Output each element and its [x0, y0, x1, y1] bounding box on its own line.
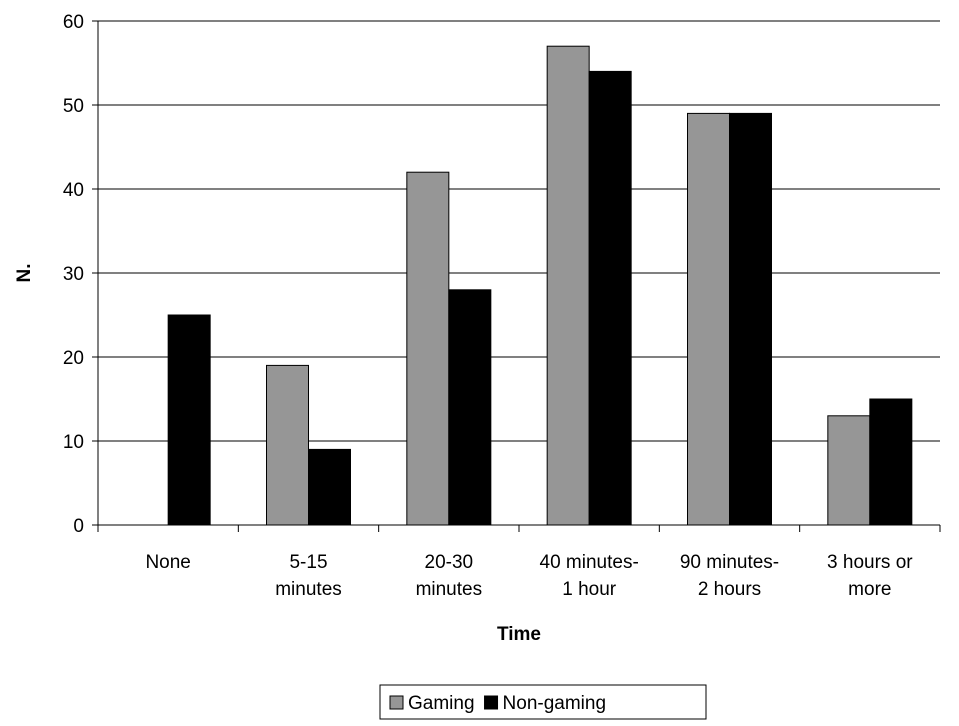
y-tick-label: 0: [73, 516, 84, 537]
bar-non-gaming: [729, 112, 772, 526]
bar-non-gaming: [588, 70, 632, 526]
x-tick-label: 3 hours or: [827, 552, 913, 573]
x-tick-label: 90 minutes-: [680, 552, 779, 573]
x-tick-label: 2 hours: [698, 579, 761, 600]
x-tick-label: 5-15: [289, 552, 327, 573]
y-axis-title: N.: [14, 264, 35, 283]
bar-gaming: [827, 415, 871, 526]
bar-non-gaming: [448, 289, 492, 526]
legend-swatch: [484, 695, 499, 710]
x-tick-label: 1 hour: [562, 579, 617, 600]
legend-label: Non-gaming: [503, 693, 607, 714]
legend-box: [379, 684, 707, 720]
legend-swatch: [389, 695, 404, 710]
x-tick-label: minutes: [416, 579, 483, 600]
bar-gaming: [546, 45, 590, 526]
bar-gaming: [406, 171, 450, 526]
y-tick-label: 50: [63, 96, 84, 117]
y-tick-label: 20: [63, 348, 84, 369]
y-tick-label: 30: [63, 264, 84, 285]
legend-label: Gaming: [408, 693, 475, 714]
bar-gaming: [687, 112, 730, 526]
bar-non-gaming: [308, 448, 351, 526]
y-tick-label: 60: [63, 12, 84, 33]
x-tick-label: more: [848, 579, 891, 600]
bar-gaming: [266, 364, 309, 526]
y-tick-label: 40: [63, 180, 84, 201]
x-tick-label: 20-30: [425, 552, 474, 573]
x-tick-label: 40 minutes-: [540, 552, 639, 573]
bar-non-gaming: [869, 398, 913, 526]
x-tick-label: None: [145, 552, 190, 573]
x-axis-title: Time: [497, 624, 541, 645]
y-tick-label: 10: [63, 432, 84, 453]
bar-non-gaming: [167, 314, 211, 526]
x-tick-label: minutes: [275, 579, 342, 600]
